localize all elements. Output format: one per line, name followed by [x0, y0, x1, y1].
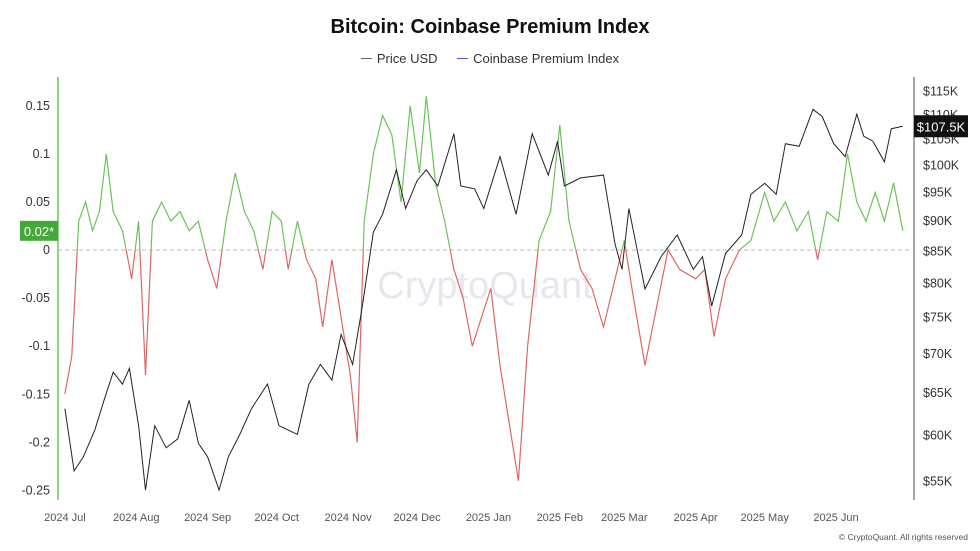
left-tick-label: 0.1 — [33, 147, 50, 161]
x-tick-label: 2025 Mar — [601, 512, 648, 524]
right-tick-label: $70K — [923, 347, 953, 361]
left-tick-label: 0.05 — [26, 195, 50, 209]
series-layer — [58, 96, 912, 492]
right-tick-label: $115K — [923, 85, 959, 99]
x-tick-label: 2025 Feb — [537, 512, 583, 524]
legend-item-premium[interactable]: Coinbase Premium Index — [457, 51, 619, 66]
right-tick-label: $85K — [923, 244, 953, 258]
chart-title: Bitcoin: Coinbase Premium Index — [330, 16, 650, 38]
price-line — [64, 108, 903, 492]
right-tick-label: $60K — [923, 428, 953, 442]
legend-item-price[interactable]: Price USD — [360, 50, 438, 66]
x-tick-label: 2024 Oct — [254, 512, 299, 524]
left-tick-label: 0.15 — [26, 99, 50, 113]
right-tick-label: $75K — [923, 311, 953, 325]
left-tick-label: -0.05 — [22, 291, 51, 305]
right-tick-label: $65K — [923, 386, 953, 400]
x-tick-label: 2024 Sep — [184, 512, 231, 524]
x-tick-label: 2025 Jan — [466, 512, 511, 524]
x-tick-label: 2024 Jul — [44, 512, 86, 524]
legend-label-price: Price USD — [376, 50, 438, 66]
right-tick-label: $55K — [923, 474, 953, 488]
premium-line-positive — [76, 96, 904, 251]
right-tick-label: $80K — [923, 276, 953, 290]
left-tick-label: 0 — [43, 243, 50, 257]
current-price-label: $107.5K — [917, 119, 966, 134]
x-tick-label: 2024 Aug — [113, 512, 160, 524]
x-tick-label: 2025 Apr — [674, 512, 718, 524]
current-price-badge — [914, 115, 968, 138]
left-tick-label: -0.15 — [22, 387, 51, 401]
left-tick-label: -0.25 — [22, 483, 51, 497]
left-tick-label: -0.1 — [28, 339, 50, 353]
current-premium-label: 0.02* — [24, 224, 54, 239]
x-tick-label: 2025 Jun — [813, 512, 858, 524]
right-tick-label: $95K — [923, 186, 953, 200]
x-tick-label: 2025 May — [741, 512, 790, 524]
legend-swatch-premium — [457, 57, 469, 59]
left-axis: 0.15 0.1 0.05 0 -0.05 -0.1 -0.15 -0.2 -0.25 — [22, 77, 59, 500]
legend-swatch-price — [360, 57, 372, 59]
footer-copyright: © CryptoQuant. All rights reserved — [839, 532, 968, 542]
x-tick-label: 2024 Dec — [394, 512, 442, 524]
x-axis: 2024 Jul 2024 Aug 2024 Sep 2024 Oct 2024 Nov… — [44, 512, 859, 524]
right-tick-label: $100K — [923, 158, 960, 172]
left-tick-label: -0.2 — [28, 435, 50, 449]
right-tick-label: $90K — [923, 214, 953, 228]
current-premium-badge — [20, 220, 58, 241]
legend: Price USD Coinbase Premium Index — [0, 47, 980, 66]
watermark: CryptoQuant — [377, 265, 593, 307]
right-axis: $115K$110K$105K$100K$95K$90K$85K$80K$75K… — [913, 77, 960, 500]
badges: 0.02* $107.5K — [20, 115, 968, 241]
x-tick-label: 2024 Nov — [324, 512, 372, 524]
legend-label-premium: Coinbase Premium Index — [473, 50, 620, 66]
